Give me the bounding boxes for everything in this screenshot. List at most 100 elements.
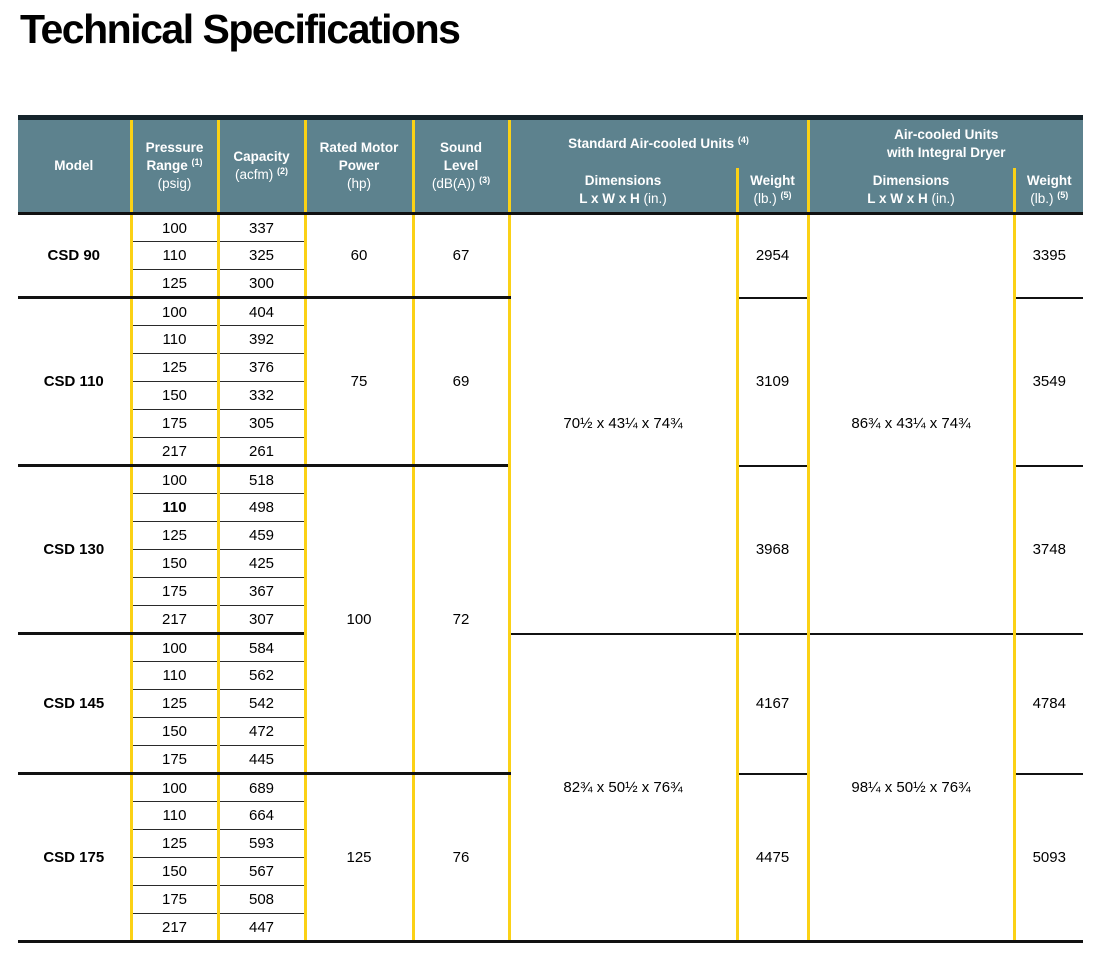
col-header-motor-power: Rated Motor Power (hp) bbox=[303, 115, 415, 215]
table-row: 175 367 bbox=[18, 577, 1083, 606]
capacity-cell: 567 bbox=[218, 857, 307, 886]
table-row: 110 664 bbox=[18, 801, 1083, 830]
table-row: 175 508 bbox=[18, 885, 1083, 914]
spec-table: Model Pressure Range (1) (psig) Capacity… bbox=[18, 115, 1083, 943]
weight-cell-standard: 4475 bbox=[735, 773, 808, 943]
subheader-dimensions-standard: Dimensions L x W x H (in.) bbox=[507, 167, 737, 215]
pressure-cell: 100 bbox=[129, 633, 220, 662]
pressure-cell: 110 bbox=[129, 493, 220, 522]
dimensions-cell-dryer: 98¼ x 50½ x 76¾ bbox=[806, 633, 1016, 943]
capacity-cell: 584 bbox=[218, 633, 307, 662]
header-row-groups: Model Pressure Range (1) (psig) Capacity… bbox=[18, 115, 1083, 215]
table-row: 110 325 bbox=[18, 241, 1083, 270]
pressure-cell: 175 bbox=[129, 577, 220, 606]
table-row: 125 542 bbox=[18, 689, 1083, 718]
sound-cell: 72 bbox=[411, 465, 511, 775]
pressure-cell: 100 bbox=[129, 297, 220, 326]
pressure-cell: 150 bbox=[129, 857, 220, 886]
pressure-cell: 175 bbox=[129, 885, 220, 914]
table-row: 217 307 bbox=[18, 605, 1083, 635]
capacity-cell: 447 bbox=[218, 913, 307, 943]
weight-cell-dryer: 3549 bbox=[1012, 297, 1083, 467]
table-row: CSD 175 100 689 125 76 4475 5093 bbox=[18, 773, 1083, 943]
subheader-dimensions-dryer: Dimensions L x W x H (in.) bbox=[806, 167, 1014, 215]
table-row: 150 425 bbox=[18, 549, 1083, 578]
capacity-cell: 300 bbox=[218, 269, 307, 299]
table-row: 110 392 bbox=[18, 325, 1083, 354]
pressure-cell: 110 bbox=[129, 241, 220, 270]
col-header-pressure-range: Pressure Range (1) (psig) bbox=[129, 115, 220, 215]
subheader-weight-dryer: Weight (lb.) (5) bbox=[1012, 167, 1083, 215]
table-row: 217 447 bbox=[18, 913, 1083, 943]
pressure-cell: 100 bbox=[129, 213, 220, 242]
dimensions-cell-standard: 82¾ x 50½ x 76¾ bbox=[507, 633, 739, 943]
pressure-cell: 175 bbox=[129, 745, 220, 775]
pressure-cell: 110 bbox=[129, 801, 220, 830]
capacity-cell: 404 bbox=[218, 297, 307, 326]
table-row: CSD 130 100 518 100 72 3968 3748 bbox=[18, 465, 1083, 775]
capacity-cell: 392 bbox=[218, 325, 307, 354]
pressure-cell: 150 bbox=[129, 549, 220, 578]
sound-cell: 69 bbox=[411, 297, 511, 467]
table-row: 150 332 bbox=[18, 381, 1083, 410]
table-row: 150 567 bbox=[18, 857, 1083, 886]
weight-cell-dryer: 3395 bbox=[1012, 213, 1083, 299]
capacity-cell: 332 bbox=[218, 381, 307, 410]
page-title: Technical Specifications bbox=[20, 6, 461, 52]
capacity-cell: 425 bbox=[218, 549, 307, 578]
table-row: CSD 90 100 337 60 67 70½ x 43¼ x 74¾ 295… bbox=[18, 213, 1083, 635]
sound-cell: 67 bbox=[411, 213, 511, 299]
power-cell: 60 bbox=[303, 213, 415, 299]
pressure-cell: 217 bbox=[129, 605, 220, 635]
group-header-standard-units: Standard Air-cooled Units (4) bbox=[507, 115, 808, 168]
pressure-cell: 110 bbox=[129, 661, 220, 690]
capacity-cell: 337 bbox=[218, 213, 307, 242]
col-header-capacity: Capacity (acfm) (2) bbox=[216, 115, 307, 215]
model-cell: CSD 90 bbox=[18, 213, 133, 299]
pressure-cell: 217 bbox=[129, 437, 220, 467]
weight-cell-standard: 3109 bbox=[735, 297, 808, 467]
pressure-cell: 125 bbox=[129, 353, 220, 382]
capacity-cell: 376 bbox=[218, 353, 307, 382]
capacity-cell: 689 bbox=[218, 773, 307, 802]
model-cell: CSD 175 bbox=[18, 773, 133, 943]
capacity-cell: 445 bbox=[218, 745, 307, 775]
dimensions-cell-standard: 70½ x 43¼ x 74¾ bbox=[507, 213, 739, 635]
weight-cell-dryer: 3748 bbox=[1012, 465, 1083, 635]
table-row: CSD 110 100 404 75 69 3109 3549 bbox=[18, 297, 1083, 467]
capacity-cell: 542 bbox=[218, 689, 307, 718]
model-cell: CSD 110 bbox=[18, 297, 133, 467]
table-row: 150 472 bbox=[18, 717, 1083, 746]
col-header-sound-level: Sound Level (dB(A)) (3) bbox=[411, 115, 511, 215]
table-row: 175 445 bbox=[18, 745, 1083, 775]
capacity-cell: 325 bbox=[218, 241, 307, 270]
capacity-cell: 518 bbox=[218, 465, 307, 494]
group-header-dryer-units: Air-cooled Units with Integral Dryer bbox=[806, 115, 1083, 168]
pressure-cell: 217 bbox=[129, 913, 220, 943]
table-row: 175 305 bbox=[18, 409, 1083, 438]
pressure-cell: 125 bbox=[129, 689, 220, 718]
pressure-cell: 100 bbox=[129, 465, 220, 494]
capacity-cell: 459 bbox=[218, 521, 307, 550]
table-row: 217 261 bbox=[18, 437, 1083, 467]
dimensions-cell-dryer: 86¾ x 43¼ x 74¾ bbox=[806, 213, 1016, 635]
weight-cell-standard: 3968 bbox=[735, 465, 808, 635]
table-row: 125 459 bbox=[18, 521, 1083, 550]
weight-cell-dryer: 5093 bbox=[1012, 773, 1083, 943]
subheader-weight-standard: Weight (lb.) (5) bbox=[735, 167, 808, 215]
capacity-cell: 261 bbox=[218, 437, 307, 467]
weight-cell-dryer: 4784 bbox=[1012, 633, 1083, 775]
sound-cell: 76 bbox=[411, 773, 511, 943]
pressure-cell: 125 bbox=[129, 521, 220, 550]
capacity-cell: 562 bbox=[218, 661, 307, 690]
weight-cell-standard: 4167 bbox=[735, 633, 808, 775]
pressure-cell: 110 bbox=[129, 325, 220, 354]
power-cell: 125 bbox=[303, 773, 415, 943]
pressure-cell: 175 bbox=[129, 409, 220, 438]
capacity-cell: 307 bbox=[218, 605, 307, 635]
table-row: 110 562 bbox=[18, 661, 1083, 690]
power-cell: 100 bbox=[303, 465, 415, 775]
table-row: 125 376 bbox=[18, 353, 1083, 382]
capacity-cell: 593 bbox=[218, 829, 307, 858]
pressure-cell: 100 bbox=[129, 773, 220, 802]
